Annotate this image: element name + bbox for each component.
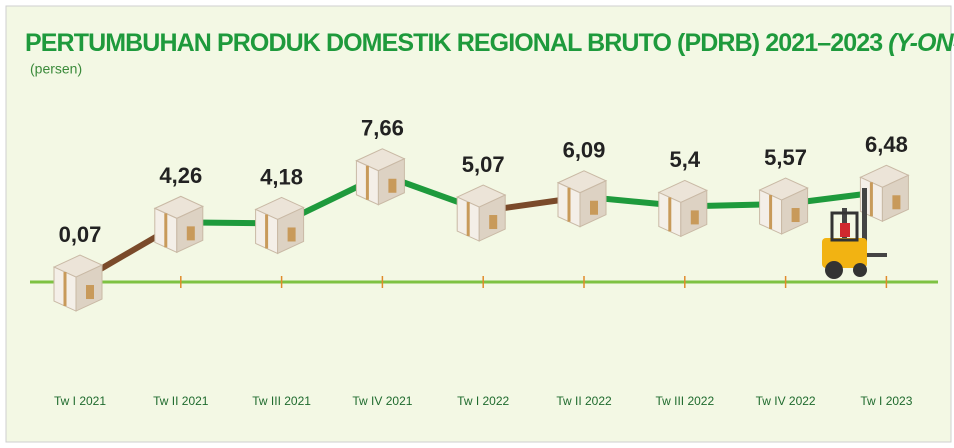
x-tick-label: Tw II 2022 <box>556 394 612 408</box>
value-label: 7,66 <box>361 116 404 141</box>
chart-subtitle: (persen) <box>30 61 82 77</box>
box-label <box>388 179 396 193</box>
box-marker <box>558 171 606 227</box>
value-label: 5,07 <box>462 152 505 177</box>
box-marker <box>155 196 203 252</box>
box-label <box>489 215 497 229</box>
value-label: 5,4 <box>670 147 701 172</box>
x-tick-label: Tw IV 2021 <box>352 394 412 408</box>
chart-title: PERTUMBUHAN PRODUK DOMESTIK REGIONAL BRU… <box>25 29 882 57</box>
x-tick-label: Tw II 2021 <box>153 394 209 408</box>
x-tick-label: Tw I 2023 <box>860 394 912 408</box>
value-label: 5,57 <box>764 145 807 170</box>
value-label: 0,07 <box>59 222 102 247</box>
box-marker <box>457 185 505 241</box>
box-marker <box>860 165 908 221</box>
box-label <box>792 208 800 222</box>
box-marker <box>256 197 304 253</box>
box-label <box>187 226 195 240</box>
box-marker <box>760 178 808 234</box>
box-label <box>86 285 94 299</box>
box-label <box>288 227 296 241</box>
title-line: PERTUMBUHAN PRODUK DOMESTIK REGIONAL BRU… <box>25 29 954 57</box>
box-label <box>691 210 699 224</box>
x-tick-label: Tw III 2021 <box>252 394 311 408</box>
box-marker <box>659 180 707 236</box>
page: PERTUMBUHAN PRODUK DOMESTIK REGIONAL BRU… <box>0 0 954 448</box>
value-label: 4,18 <box>260 164 303 189</box>
x-tick-label: Tw I 2022 <box>457 394 509 408</box>
box-marker <box>54 255 102 311</box>
value-label: 6,09 <box>563 138 606 163</box>
chart-title-italic: (Y-ON-Y) <box>888 29 954 57</box>
chart: PERTUMBUHAN PRODUK DOMESTIK REGIONAL BRU… <box>0 0 954 448</box>
box-marker <box>356 149 404 205</box>
box-label <box>590 201 598 215</box>
box-label <box>892 195 900 209</box>
x-tick-label: Tw III 2022 <box>655 394 714 408</box>
value-label: 6,48 <box>865 132 908 157</box>
value-label: 4,26 <box>159 163 202 188</box>
x-tick-label: Tw I 2021 <box>54 394 106 408</box>
x-tick-label: Tw IV 2022 <box>756 394 816 408</box>
